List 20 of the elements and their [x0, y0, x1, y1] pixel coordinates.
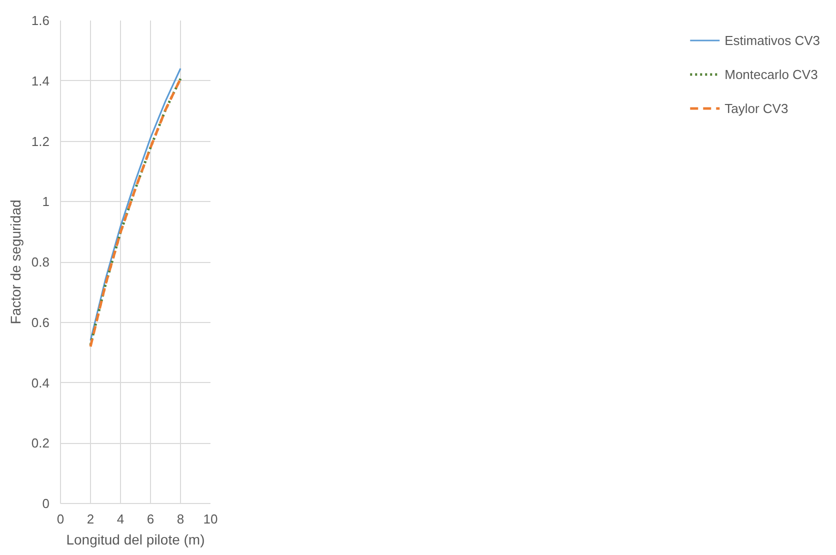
- y-tick-label: 0.8: [31, 254, 50, 270]
- x-axis-title: Longitud del pilote (m): [66, 532, 205, 548]
- x-tick-label: 10: [203, 512, 218, 526]
- y-axis-title: Factor de seguridad: [7, 200, 24, 324]
- y-tick-label: 1.4: [31, 73, 50, 88]
- x-tick-label: 0: [56, 512, 64, 526]
- y-tick-label: 1.6: [31, 13, 50, 28]
- x-tick-label: 2: [86, 512, 94, 526]
- y-tick-label: 0.2: [31, 436, 50, 451]
- y-tick-label: 0.6: [31, 314, 50, 330]
- x-tick-label: 4: [116, 512, 124, 526]
- x-tick-label: 6: [146, 512, 154, 526]
- x-tick-label: 8: [176, 512, 184, 526]
- legend-label: Estimativos CV3: [724, 32, 820, 48]
- legend-label: Taylor CV3: [724, 100, 788, 116]
- y-tick-label: 0.4: [31, 375, 50, 390]
- y-tick-label: 1.2: [31, 134, 50, 149]
- y-tick-label: 1: [42, 194, 50, 210]
- y-tick-label: 0: [42, 496, 50, 511]
- legend-label: Montecarlo CV3: [724, 66, 818, 82]
